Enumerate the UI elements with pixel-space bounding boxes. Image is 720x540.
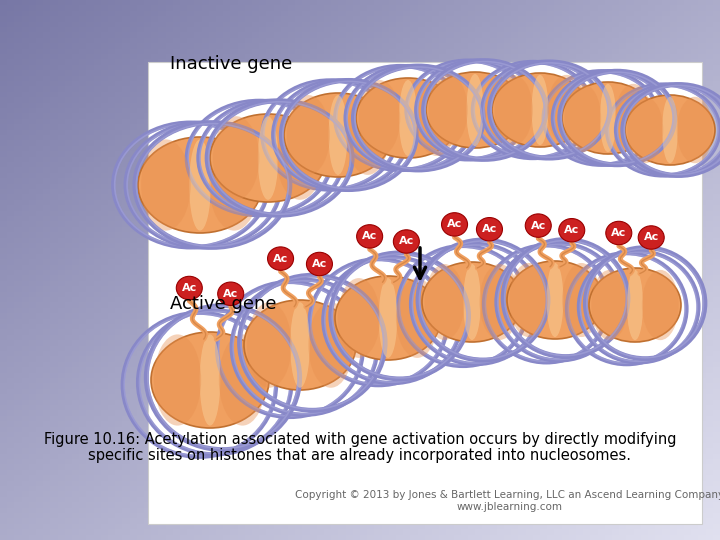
Text: Ac: Ac: [531, 221, 546, 231]
Ellipse shape: [287, 95, 330, 175]
Ellipse shape: [425, 264, 464, 340]
Ellipse shape: [526, 214, 552, 237]
Text: Ac: Ac: [564, 225, 580, 235]
Ellipse shape: [396, 278, 438, 358]
Ellipse shape: [416, 80, 457, 156]
Ellipse shape: [393, 230, 419, 253]
Text: Ac: Ac: [223, 289, 238, 299]
Ellipse shape: [138, 137, 262, 233]
Ellipse shape: [247, 302, 292, 388]
Ellipse shape: [154, 334, 201, 426]
Ellipse shape: [189, 139, 211, 231]
Text: Ac: Ac: [644, 233, 659, 242]
Ellipse shape: [426, 72, 524, 148]
Text: Inactive gene: Inactive gene: [170, 55, 292, 73]
Ellipse shape: [328, 95, 348, 175]
Ellipse shape: [219, 334, 266, 426]
Ellipse shape: [338, 278, 380, 358]
Ellipse shape: [428, 74, 468, 146]
Ellipse shape: [210, 114, 326, 202]
Ellipse shape: [244, 300, 356, 390]
Ellipse shape: [562, 82, 654, 154]
Ellipse shape: [199, 334, 220, 426]
Ellipse shape: [307, 252, 333, 276]
Text: Ac: Ac: [447, 219, 462, 230]
Text: Figure 10.16: Acetylation associated with gene activation occurs by directly mod: Figure 10.16: Acetylation associated wit…: [44, 432, 676, 447]
Ellipse shape: [546, 263, 563, 337]
Ellipse shape: [615, 84, 652, 152]
Ellipse shape: [638, 226, 665, 249]
Ellipse shape: [151, 332, 269, 428]
Text: Ac: Ac: [181, 283, 197, 293]
Ellipse shape: [399, 80, 417, 156]
Ellipse shape: [507, 261, 603, 339]
Text: Ac: Ac: [482, 224, 497, 234]
Ellipse shape: [467, 74, 484, 146]
Ellipse shape: [627, 97, 663, 163]
Ellipse shape: [600, 84, 616, 152]
Ellipse shape: [606, 221, 632, 245]
Ellipse shape: [482, 74, 521, 146]
Ellipse shape: [258, 116, 278, 200]
Text: Ac: Ac: [273, 254, 288, 264]
Text: Active gene: Active gene: [170, 295, 276, 313]
Ellipse shape: [564, 84, 601, 152]
Ellipse shape: [562, 263, 600, 337]
Text: www.jblearning.com: www.jblearning.com: [457, 502, 563, 512]
Ellipse shape: [422, 262, 522, 342]
Text: specific sites on histones that are already incorporated into nucleosomes.: specific sites on histones that are alre…: [89, 448, 631, 463]
Ellipse shape: [379, 278, 397, 358]
Ellipse shape: [308, 302, 354, 388]
Ellipse shape: [290, 302, 310, 388]
Ellipse shape: [335, 276, 441, 360]
Ellipse shape: [463, 264, 481, 340]
Ellipse shape: [480, 264, 520, 340]
Ellipse shape: [359, 80, 400, 156]
Text: Ac: Ac: [399, 237, 414, 246]
Ellipse shape: [213, 116, 259, 200]
Ellipse shape: [510, 263, 548, 337]
Ellipse shape: [591, 270, 628, 340]
Ellipse shape: [589, 268, 681, 342]
Ellipse shape: [559, 219, 585, 242]
Ellipse shape: [141, 139, 191, 231]
Ellipse shape: [477, 218, 503, 241]
Text: Copyright © 2013 by Jones & Bartlett Learning, LLC an Ascend Learning Company: Copyright © 2013 by Jones & Bartlett Lea…: [295, 490, 720, 500]
Ellipse shape: [176, 276, 202, 300]
Ellipse shape: [625, 95, 715, 165]
Ellipse shape: [495, 75, 533, 145]
Ellipse shape: [210, 139, 259, 231]
Ellipse shape: [547, 75, 585, 145]
Ellipse shape: [441, 213, 467, 236]
FancyBboxPatch shape: [148, 62, 702, 524]
Ellipse shape: [356, 78, 460, 158]
Ellipse shape: [346, 95, 390, 175]
Ellipse shape: [492, 73, 588, 147]
Ellipse shape: [217, 282, 243, 306]
Ellipse shape: [662, 97, 678, 163]
Ellipse shape: [642, 270, 679, 340]
Ellipse shape: [284, 93, 392, 177]
Text: Ac: Ac: [362, 232, 377, 241]
Text: Ac: Ac: [312, 259, 327, 269]
Text: Ac: Ac: [611, 228, 626, 238]
Ellipse shape: [531, 75, 549, 145]
Ellipse shape: [677, 97, 713, 163]
Ellipse shape: [356, 225, 382, 248]
Ellipse shape: [268, 247, 294, 271]
Ellipse shape: [627, 270, 643, 340]
Ellipse shape: [276, 116, 323, 200]
